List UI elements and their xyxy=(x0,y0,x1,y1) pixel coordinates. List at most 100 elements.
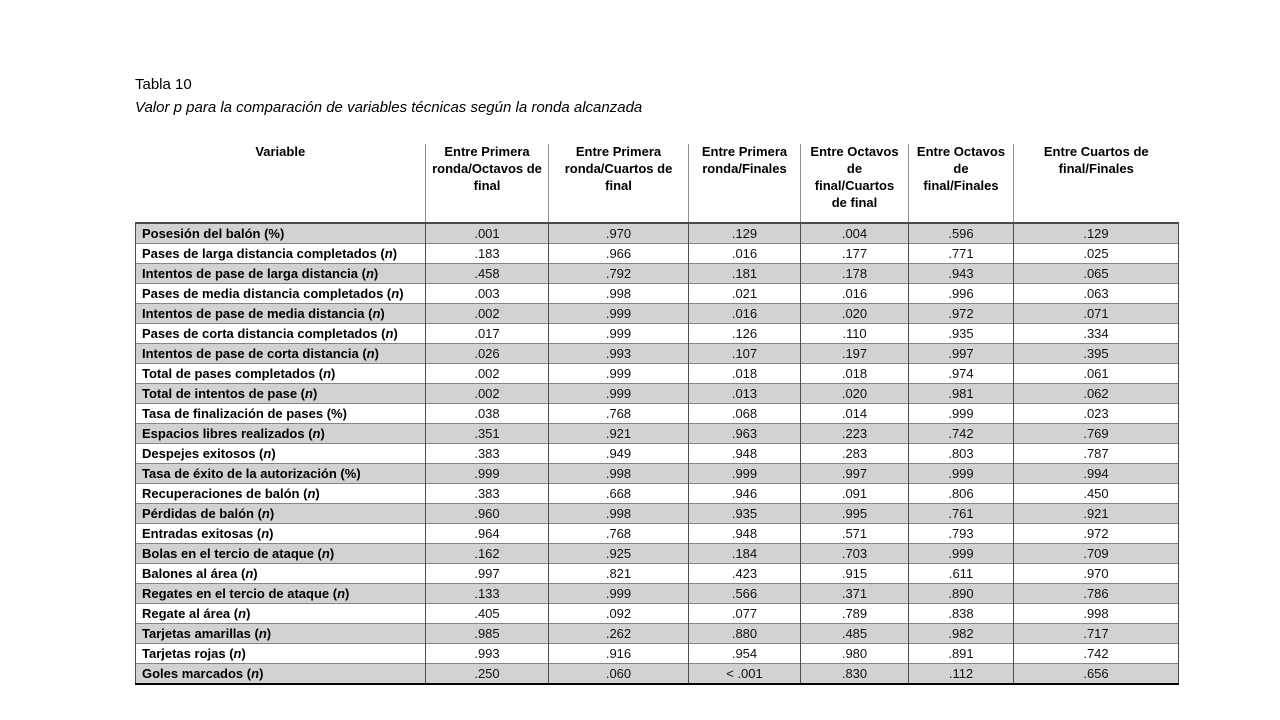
p-value-cell: .972 xyxy=(908,302,1014,324)
column-header-variable: Variable xyxy=(135,144,426,224)
variable-cell: Intentos de pase de corta distancia (n) xyxy=(135,342,426,364)
variable-cell: Pases de corta distancia completados (n) xyxy=(135,322,426,344)
header-row: Variable Entre Primera ronda/Octavos de … xyxy=(135,144,1179,224)
p-value-cell: .112 xyxy=(908,662,1014,685)
table-row: Pases de corta distancia completados (n)… xyxy=(135,322,1179,344)
p-value-cell: .974 xyxy=(908,362,1014,384)
p-value-cell: .982 xyxy=(908,622,1014,644)
p-value-cell: .596 xyxy=(908,222,1014,244)
p-value-cell: .068 xyxy=(688,402,801,424)
p-value-cell: .023 xyxy=(1013,402,1179,424)
p-value-cell: .458 xyxy=(425,262,549,284)
p-value-cell: .092 xyxy=(548,602,689,624)
p-value-cell: .966 xyxy=(548,242,689,264)
variable-cell: Regate al área (n) xyxy=(135,602,426,624)
p-value-cell: .181 xyxy=(688,262,801,284)
p-value-cell: .880 xyxy=(688,622,801,644)
p-value-cell: .485 xyxy=(800,622,909,644)
p-value-cell: .943 xyxy=(908,262,1014,284)
p-value-cell: .742 xyxy=(1013,642,1179,664)
p-value-cell: .020 xyxy=(800,382,909,404)
p-value-cell: .003 xyxy=(425,282,549,304)
table-row: Tarjetas rojas (n) .993.916.954.980.891.7… xyxy=(135,642,1179,664)
p-value-cell: .985 xyxy=(425,622,549,644)
table-row: Tasa de finalización de pases (%) .038.76… xyxy=(135,402,1179,424)
table-row: Intentos de pase de larga distancia (n).… xyxy=(135,262,1179,284)
p-value-cell: .250 xyxy=(425,662,549,685)
p-value-cell: .890 xyxy=(908,582,1014,604)
p-value-cell: .162 xyxy=(425,542,549,564)
p-value-cell: .450 xyxy=(1013,482,1179,504)
variable-cell: Total de intentos de pase (n) xyxy=(135,382,426,404)
p-value-cell: .703 xyxy=(800,542,909,564)
p-value-cell: .999 xyxy=(425,462,549,484)
p-value-cell: .013 xyxy=(688,382,801,404)
variable-cell: Regates en el tercio de ataque (n) xyxy=(135,582,426,604)
p-value-cell: .761 xyxy=(908,502,1014,524)
table-row: Balones al área (n) .997.821.423.915.611.… xyxy=(135,562,1179,584)
variable-cell: Pases de media distancia completados (n) xyxy=(135,282,426,304)
p-value-cell: .998 xyxy=(548,282,689,304)
table-row: Intentos de pase de corta distancia (n).… xyxy=(135,342,1179,364)
p-value-cell: .993 xyxy=(548,342,689,364)
p-value-cell: .126 xyxy=(688,322,801,344)
p-value-cell: .921 xyxy=(1013,502,1179,524)
p-value-cell: .838 xyxy=(908,602,1014,624)
p-value-cell: .004 xyxy=(800,222,909,244)
variable-cell: Tarjetas rojas (n) xyxy=(135,642,426,664)
variable-cell: Despejes exitosos (n) xyxy=(135,442,426,464)
p-value-cell: .946 xyxy=(688,482,801,504)
p-value-cell: .830 xyxy=(800,662,909,685)
table-row: Tarjetas amarillas (n) .985.262.880.485.9… xyxy=(135,622,1179,644)
p-value-cell: .668 xyxy=(548,482,689,504)
p-value-cell: .792 xyxy=(548,262,689,284)
p-value-cell: .223 xyxy=(800,422,909,444)
p-value-cell: .960 xyxy=(425,502,549,524)
column-header-comparison: Entre Octavos de final/Finales xyxy=(908,144,1014,224)
table-row: Pérdidas de balón (n) .960.998.935.995.76… xyxy=(135,502,1179,524)
table-row: Goles marcados (n) .250.060 < .001.830.112… xyxy=(135,662,1179,685)
p-value-cell: .016 xyxy=(800,282,909,304)
p-value-cell: .184 xyxy=(688,542,801,564)
p-value-cell: .025 xyxy=(1013,242,1179,264)
p-value-cell: .981 xyxy=(908,382,1014,404)
table-row: Tasa de éxito de la autorización (%) .999… xyxy=(135,462,1179,484)
p-value-cell: .002 xyxy=(425,362,549,384)
p-value-cell: .742 xyxy=(908,422,1014,444)
p-value-cell: .999 xyxy=(908,542,1014,564)
p-value-cell: .998 xyxy=(1013,602,1179,624)
p-value-cell: .935 xyxy=(908,322,1014,344)
column-header-comparison: Entre Cuartos de final/Finales xyxy=(1013,144,1179,224)
p-value-cell: .997 xyxy=(425,562,549,584)
p-value-cell: .769 xyxy=(1013,422,1179,444)
p-value-cell: .351 xyxy=(425,422,549,444)
p-value-cell: .371 xyxy=(800,582,909,604)
p-value-cell: .020 xyxy=(800,302,909,324)
column-header-comparison: Entre Octavos de final/Cuartos de final xyxy=(800,144,909,224)
p-value-cell: .998 xyxy=(548,502,689,524)
p-value-cell: .948 xyxy=(688,522,801,544)
p-value-cell: .995 xyxy=(800,502,909,524)
table-row: Bolas en el tercio de ataque (n) .162.925… xyxy=(135,542,1179,564)
table-caption: Valor p para la comparación de variables… xyxy=(135,99,643,116)
p-value-cell: .994 xyxy=(1013,462,1179,484)
p-value-cell: .997 xyxy=(908,342,1014,364)
p-value-cell: < .001 xyxy=(688,662,801,685)
p-value-cell: .972 xyxy=(1013,522,1179,544)
p-value-cell: .566 xyxy=(688,582,801,604)
p-value-cell: .002 xyxy=(425,302,549,324)
p-value-cell: .964 xyxy=(425,522,549,544)
p-value-cell: .709 xyxy=(1013,542,1179,564)
variable-cell: Posesión del balón (%) xyxy=(135,222,426,244)
p-value-cell: .129 xyxy=(1013,222,1179,244)
p-value-cell: .110 xyxy=(800,322,909,344)
p-value-cell: .063 xyxy=(1013,282,1179,304)
p-value-cell: .395 xyxy=(1013,342,1179,364)
p-value-cell: .717 xyxy=(1013,622,1179,644)
variable-cell: Balones al área (n) xyxy=(135,562,426,584)
p-value-cell: .016 xyxy=(688,242,801,264)
table-row: Intentos de pase de media distancia (n).… xyxy=(135,302,1179,324)
p-value-cell: .656 xyxy=(1013,662,1179,685)
p-value-cell: .948 xyxy=(688,442,801,464)
p-value-cell: .954 xyxy=(688,642,801,664)
